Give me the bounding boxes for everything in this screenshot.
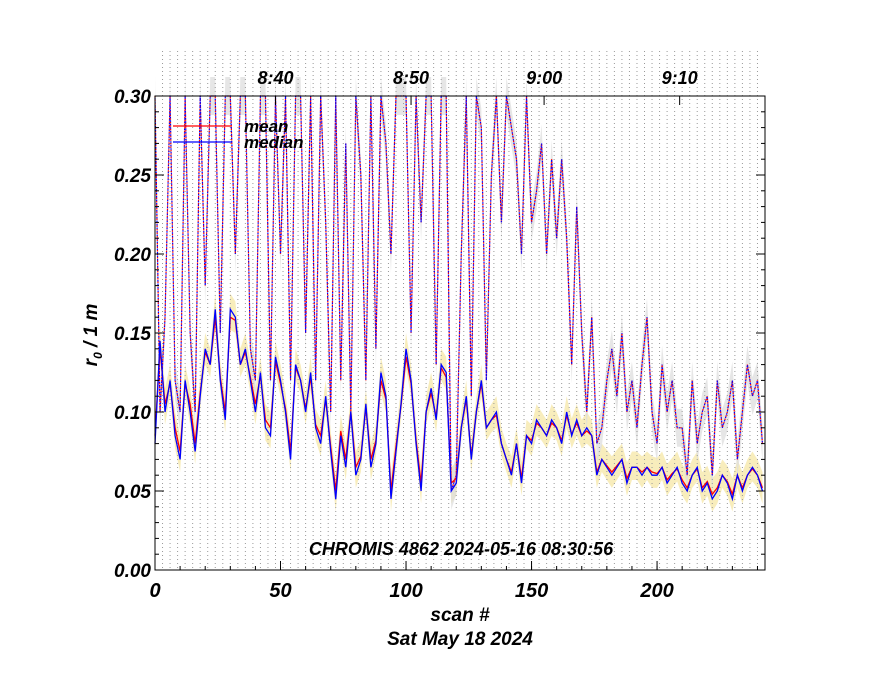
x-tick-label: 100 [389,580,422,602]
y-axis-label: r0 / 1 m [81,304,105,367]
chart-annotation: CHROMIS 4862 2024-05-16 08:30:56 [309,539,614,559]
median-line [154,307,764,502]
y-tick-label: 0.05 [114,482,151,503]
legend-label: median [244,133,304,152]
y-tick-label: 0.10 [114,403,151,424]
top-time-label: 9:10 [662,68,698,88]
top-time-label: 8:40 [257,68,293,88]
upper-mean-line [154,95,764,492]
upper-median-line [154,95,764,492]
main-spread-band [155,293,763,512]
date-label: Sat May 18 2024 [387,629,533,650]
axes-layer: 0.00 0.05 0.10 0.15 0.20 0.25 0.30 0 50 100 150 200… [114,68,765,602]
upper-series-layer [154,95,764,492]
y-tick-label: 0.30 [114,87,151,108]
main-series-layer [154,307,764,502]
top-time-label: 9:00 [526,68,562,88]
y-tick-label: 0.00 [114,561,151,582]
y-axis-label-unit: / 1 m [81,304,102,353]
x-tick-label: 200 [639,580,673,602]
y-tick-label: 0.20 [114,245,151,266]
x-tick-label: 50 [269,580,291,602]
y-tick-label: 0.25 [114,166,151,187]
top-time-label: 8:50 [393,68,429,88]
x-axis-label: scan # [430,605,490,626]
x-tick-label: 150 [515,580,548,602]
legend-label: mean [244,117,288,136]
y-axis-label-r: r [81,357,102,366]
y-tick-label: 0.15 [114,324,151,345]
y-axis-label-sub: 0 [91,352,105,359]
x-tick-label: 0 [149,580,160,602]
